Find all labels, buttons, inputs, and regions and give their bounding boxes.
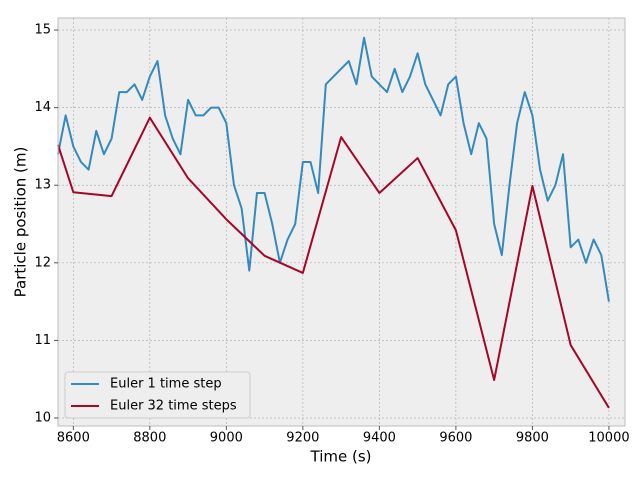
y-tick-label: 14: [34, 100, 51, 115]
y-tick-label: 11: [34, 333, 51, 348]
y-tick-label: 10: [34, 411, 51, 426]
x-tick-label: 9800: [516, 431, 549, 446]
x-tick-label: 8600: [57, 431, 90, 446]
legend-label: Euler 1 time step: [110, 377, 222, 392]
x-tick-label: 9600: [439, 431, 472, 446]
plot-frame: [57, 17, 626, 427]
legend-label: Euler 32 time steps: [110, 399, 237, 414]
plot-area: [58, 18, 625, 426]
y-tick-label: 12: [34, 255, 51, 270]
y-tick-label: 13: [34, 178, 51, 193]
data-line: [57, 116, 610, 409]
x-tick-label: 9400: [363, 431, 396, 446]
x-tick-label: 10000: [588, 431, 629, 446]
x-tick-label: 9200: [286, 431, 319, 446]
y-axis-label: Particle position (m): [12, 147, 30, 298]
y-tick-label: 15: [34, 23, 51, 38]
data-line: [57, 36, 610, 302]
x-tick-label: 9000: [210, 431, 243, 446]
legend-box: [64, 371, 251, 419]
x-tick-label: 8800: [133, 431, 166, 446]
x-axis-label: Time (s): [310, 448, 372, 466]
